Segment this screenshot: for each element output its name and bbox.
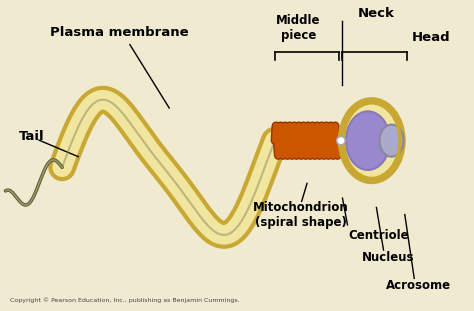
Text: Plasma membrane: Plasma membrane <box>50 26 188 39</box>
Text: Nucleus: Nucleus <box>362 251 414 264</box>
Text: Tail: Tail <box>18 130 44 143</box>
Text: Mitochondrion
(spiral shape): Mitochondrion (spiral shape) <box>253 201 349 229</box>
Text: Acrosome: Acrosome <box>386 279 452 292</box>
Circle shape <box>337 137 345 145</box>
Text: Middle
piece: Middle piece <box>276 14 321 42</box>
Ellipse shape <box>337 97 406 184</box>
Text: Copyright © Pearson Education, Inc., publishing as Benjamin Cummings.: Copyright © Pearson Education, Inc., pub… <box>10 297 240 303</box>
Text: Head: Head <box>411 31 450 44</box>
Text: Neck: Neck <box>358 7 395 20</box>
Ellipse shape <box>343 103 400 179</box>
Ellipse shape <box>380 125 403 157</box>
Text: Centriole: Centriole <box>348 229 409 242</box>
Ellipse shape <box>346 111 390 170</box>
